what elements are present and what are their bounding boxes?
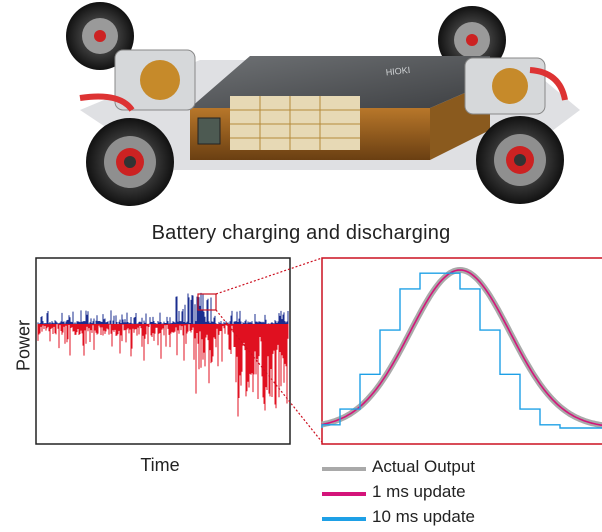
x-axis-label: Time <box>140 455 180 475</box>
legend-item-actual: Actual Output <box>322 457 582 479</box>
zoom-chart-frame <box>321 257 602 445</box>
ev-chassis-illustration: HIOKI <box>66 2 580 206</box>
y-axis-label: Power <box>13 319 34 372</box>
power-trace <box>37 292 289 417</box>
rear-motor <box>464 57 568 115</box>
battery-controller <box>197 117 221 145</box>
legend-label-1ms: 1 ms update <box>372 482 466 501</box>
front-motor <box>79 49 196 112</box>
update-10ms-line <box>321 272 602 429</box>
zoom-selection-box <box>197 293 217 311</box>
legend-swatch-10ms <box>322 517 366 521</box>
zoom-connector-top <box>215 257 323 295</box>
legend-item-10ms: 10 ms update <box>322 507 582 529</box>
legend-label-actual: Actual Output <box>372 457 476 476</box>
brand-logo: HIOKI <box>385 65 410 78</box>
zoom-connector-bottom <box>215 309 323 443</box>
section-title: Battery charging and discharging <box>151 222 451 244</box>
power-trace-negative <box>37 324 289 417</box>
front-left-wheel <box>86 118 174 206</box>
legend-swatch-1ms <box>322 492 366 496</box>
battery-pack-top <box>190 56 490 108</box>
legend-label-10ms: 10 ms update <box>372 507 476 526</box>
legend-swatch-actual <box>322 467 366 471</box>
power-trace-positive <box>37 292 289 324</box>
front-right-wheel <box>476 116 564 204</box>
legend-item-1ms: 1 ms update <box>322 482 582 504</box>
update-1ms-line <box>321 269 602 427</box>
